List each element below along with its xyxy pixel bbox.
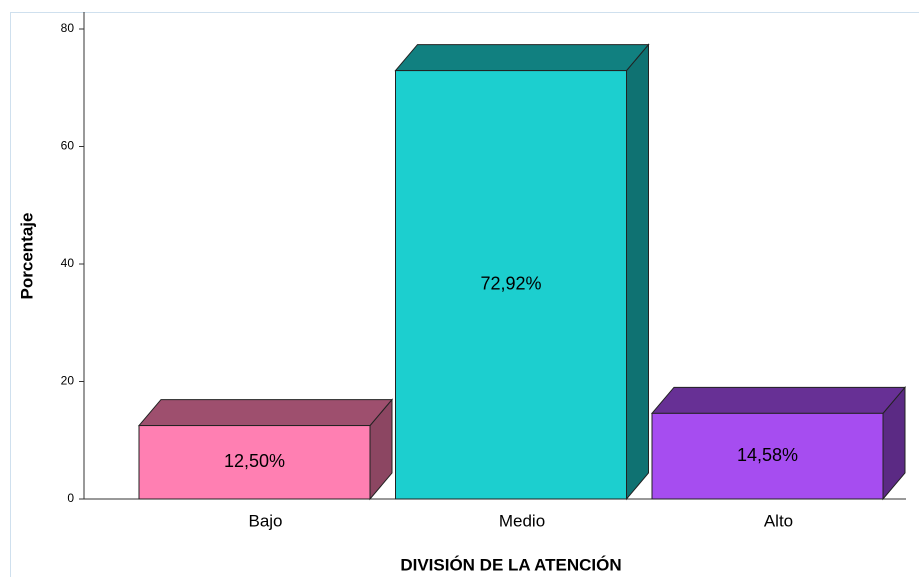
y-tick-label: 0 (67, 491, 74, 505)
bar-top (650, 386, 907, 414)
x-tick-label: Medio (499, 511, 545, 530)
bar-top (137, 399, 394, 427)
y-axis-title: Porcentaje (17, 213, 36, 300)
value-label: 72,92% (480, 274, 541, 294)
y-tick-label: 80 (61, 21, 75, 35)
bar (395, 70, 627, 500)
value-label: 12,50% (224, 451, 285, 471)
bar (138, 425, 371, 500)
frame (10, 12, 919, 577)
y-tick-label: 60 (61, 139, 75, 153)
x-axis-title: DIVISIÓN DE LA ATENCIÓN (400, 555, 621, 574)
y-tick-label: 40 (61, 256, 75, 270)
bar-top (394, 44, 650, 72)
x-tick-label: Alto (764, 511, 793, 530)
value-label: 14,58% (737, 445, 798, 465)
y-tick-label: 20 (61, 374, 75, 388)
x-tick-label: Bajo (248, 511, 282, 530)
bar (651, 412, 884, 500)
bar-side (626, 43, 649, 501)
